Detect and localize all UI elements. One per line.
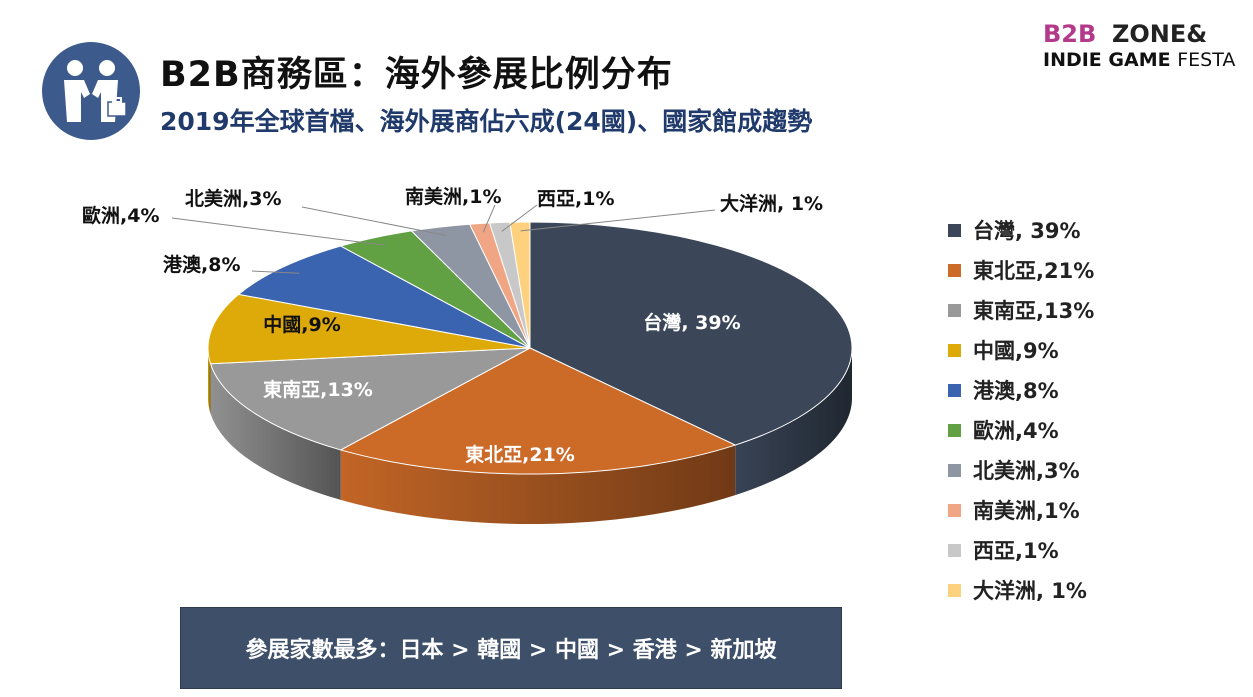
pie-side-southeast-asia (210, 363, 341, 500)
data-label-china: 中國,9% (263, 313, 340, 336)
legend-swatch-north-america (948, 463, 961, 477)
data-label-southeast-asia: 東南亞,13% (263, 378, 373, 401)
data-label-europe: 歐洲,4% (82, 204, 159, 227)
data-label-west-asia: 西亞,1% (537, 188, 614, 210)
handshake-people-icon (64, 60, 127, 122)
logo-festa-text: FESTA (1177, 49, 1236, 71)
legend-swatch-southeast-asia (948, 303, 961, 317)
legend-item-northeast-asia: 東北亞,21% (948, 250, 1094, 290)
logo-indie-line: INDIE GAME FESTA (1043, 49, 1235, 71)
pie-slice-hk-macau (237, 245, 531, 349)
legend-label-north-america: 北美洲,3% (973, 459, 1080, 483)
legend-item-europe: 歐洲,4% (948, 410, 1094, 450)
leader-line-oceania (520, 209, 716, 232)
data-label-taiwan: 台灣, 39% (643, 311, 740, 334)
pie-side-taiwan (735, 348, 852, 496)
page-subtitle: 2019年全球首檔、海外展商佔六成(24國)、國家館成趨勢 (160, 107, 813, 136)
legend-item-taiwan: 台灣, 39% (948, 210, 1094, 250)
legend-label-south-america: 南美洲,1% (973, 499, 1080, 523)
pie-slice-taiwan (529, 221, 853, 446)
legend-swatch-taiwan (948, 223, 961, 237)
legend-swatch-hk-macau (948, 383, 961, 397)
legend-swatch-west-asia (948, 543, 961, 557)
legend-swatch-china (948, 343, 961, 357)
legend-item-north-america: 北美洲,3% (948, 450, 1094, 490)
legend-item-south-america: 南美洲,1% (948, 490, 1094, 530)
legend-label-northeast-asia: 東北亞,21% (973, 259, 1095, 283)
legend-item-west-asia: 西亞,1% (948, 530, 1094, 570)
legend-label-china: 中國,9% (973, 339, 1059, 363)
legend-item-china: 中國,9% (948, 330, 1094, 370)
pie-side-china (208, 348, 211, 414)
chart-legend: 台灣, 39% 東北亞,21% 東南亞,13% 中國,9% 港澳,8% 歐洲,4% 北美洲,… (948, 210, 1094, 610)
legend-swatch-south-america (948, 503, 961, 517)
pie-side-northeast-asia (340, 445, 736, 525)
leader-line-west-asia (501, 204, 538, 232)
legend-label-hk-macau: 港澳,8% (973, 379, 1059, 403)
pie-slice-oceania (509, 221, 531, 349)
legend-item-southeast-asia: 東南亞,13% (948, 290, 1094, 330)
data-label-oceania: 大洋洲, 1% (720, 192, 823, 215)
legend-label-europe: 歐洲,4% (973, 419, 1059, 443)
leader-line-south-america (482, 204, 496, 233)
data-label-northeast-asia: 東北亞,21% (465, 443, 575, 466)
legend-swatch-europe (948, 423, 961, 437)
logo-indie-text: INDIE GAME (1043, 49, 1178, 71)
pie-slice-southeast-asia (209, 347, 531, 451)
legend-swatch-oceania (948, 583, 961, 597)
data-label-south-america: 南美洲,1% (405, 185, 501, 208)
legend-item-oceania: 大洋洲, 1% (948, 570, 1094, 610)
data-label-hk-macau: 港澳,8% (163, 253, 240, 276)
page-title: B2B商務區：海外參展比例分布 (160, 55, 673, 95)
leader-line-north-america (301, 206, 447, 236)
leader-line-europe (171, 217, 386, 246)
logo-b2b-text: B2B (1043, 20, 1097, 48)
data-label-north-america: 北美洲,3% (185, 187, 281, 210)
legend-label-oceania: 大洋洲, 1% (973, 579, 1087, 603)
pie-slice-northeast-asia (339, 347, 737, 475)
business-handshake-icon (42, 42, 140, 140)
logo-zone-text: ZONE& (1112, 20, 1208, 48)
legend-item-hk-macau: 港澳,8% (948, 370, 1094, 410)
top-exhibitor-countries-banner: 參展家數最多：日本 > 韓國 > 中國 > 香港 > 新加坡 (180, 607, 842, 689)
legend-swatch-northeast-asia (948, 263, 961, 277)
b2b-zone-indie-game-festa-logo: B2B ZONE& INDIE GAME FESTA (1015, 20, 1240, 75)
legend-label-taiwan: 台灣, 39% (973, 219, 1081, 243)
leader-line-hk-macau (251, 270, 300, 274)
legend-label-southeast-asia: 東南亞,13% (973, 299, 1095, 323)
legend-label-west-asia: 西亞,1% (973, 539, 1059, 563)
pie-slice-china (207, 293, 531, 365)
